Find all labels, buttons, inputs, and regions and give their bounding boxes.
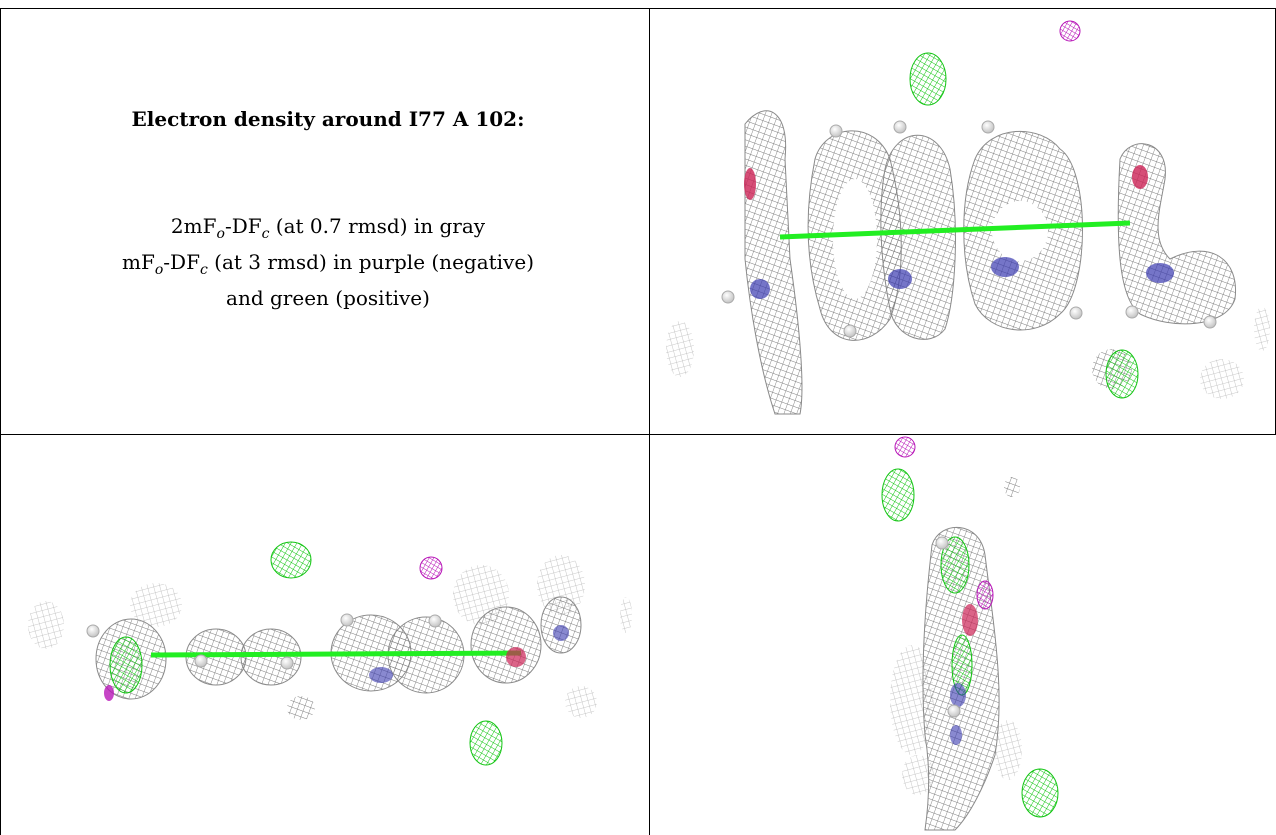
hydrogen-atom <box>947 704 961 718</box>
gray-blob <box>130 583 182 627</box>
nitrogen-atom <box>369 667 393 683</box>
density-render-end <box>881 436 1059 831</box>
oxygen-atom <box>962 604 978 636</box>
green-blob <box>1021 768 1059 818</box>
oxygen-atom <box>506 647 526 667</box>
gray-blob <box>620 597 632 633</box>
gray-mesh-density <box>744 110 803 415</box>
gray-mesh-density <box>1117 143 1237 325</box>
bond <box>150 650 522 658</box>
green-blob <box>1105 349 1139 399</box>
caption-title: Electron density around I77 A 102: <box>131 107 525 131</box>
caption-cell: Electron density around I77 A 102: 2mFo-… <box>8 8 648 433</box>
hydrogen-atom <box>280 656 294 670</box>
legend-line-fo-fc: mFo-DFc (at 3 rmsd) in purple (negative) <box>122 250 534 278</box>
gray-mesh-density <box>470 606 542 684</box>
density-view-top-right <box>650 9 1275 434</box>
hydrogen-atom <box>893 120 907 134</box>
hydrogen-atom <box>340 613 354 627</box>
purple-blob <box>419 556 443 580</box>
hydrogen-atom <box>721 290 735 304</box>
legend-line-positive: and green (positive) <box>226 286 430 310</box>
hydrogen-atom <box>843 324 857 338</box>
gray-blob <box>666 321 694 377</box>
border-middle-vertical <box>649 8 650 835</box>
ring-hole <box>833 179 877 299</box>
purple-blob <box>1059 20 1081 42</box>
green-blob <box>469 720 503 766</box>
nitrogen-atom <box>950 725 962 745</box>
hydrogen-atom <box>981 120 995 134</box>
nitrogen-atom <box>553 625 569 641</box>
border-left <box>0 8 1 835</box>
density-render-front <box>666 20 1270 415</box>
green-blob <box>881 468 915 522</box>
gray-blob <box>287 696 315 720</box>
hydrogen-atom <box>829 124 843 138</box>
hydrogen-atom <box>86 624 100 638</box>
hydrogen-atom <box>194 654 208 668</box>
border-middle-horizontal <box>0 434 1276 435</box>
oxygen-atom <box>744 168 756 200</box>
green-blob <box>270 541 312 579</box>
gray-blob <box>994 720 1022 780</box>
bond <box>779 220 1131 240</box>
ring-hole <box>992 201 1048 261</box>
green-blob <box>109 636 143 694</box>
oxygen-atom <box>1132 165 1148 189</box>
nitrogen-atom <box>1146 263 1174 283</box>
purple-blob <box>894 436 916 458</box>
nitrogen-atom <box>950 683 966 707</box>
purple-blob <box>976 580 994 610</box>
hydrogen-atom <box>1203 315 1217 329</box>
gray-blob <box>565 686 597 718</box>
hydrogen-atom <box>428 614 442 628</box>
caption-legend: 2mFo-DFc (at 0.7 rmsd) in gray mFo-DFc (… <box>8 212 648 312</box>
hydrogen-atom <box>1069 306 1083 320</box>
gray-blob <box>902 755 934 795</box>
border-top <box>0 8 1276 9</box>
density-view-bottom-right <box>650 435 1276 835</box>
legend-line-2fo-fc: 2mFo-DFc (at 0.7 rmsd) in gray <box>170 214 486 242</box>
purple-blob <box>104 685 114 701</box>
green-blob <box>940 536 970 594</box>
nitrogen-atom <box>750 279 770 299</box>
nitrogen-atom <box>888 269 912 289</box>
gray-blob <box>537 555 585 615</box>
density-view-bottom-left <box>1 435 649 835</box>
gray-blob <box>1004 477 1020 497</box>
gray-blob <box>1200 359 1244 399</box>
gray-mesh-density <box>240 628 302 686</box>
gray-blob <box>1254 307 1270 351</box>
hydrogen-atom <box>935 536 949 550</box>
hydrogen-atom <box>1125 305 1139 319</box>
green-blob <box>909 52 947 106</box>
nitrogen-atom <box>991 257 1019 277</box>
gray-blob <box>28 601 64 649</box>
density-render-side <box>28 541 632 766</box>
gray-mesh-density <box>880 134 956 340</box>
